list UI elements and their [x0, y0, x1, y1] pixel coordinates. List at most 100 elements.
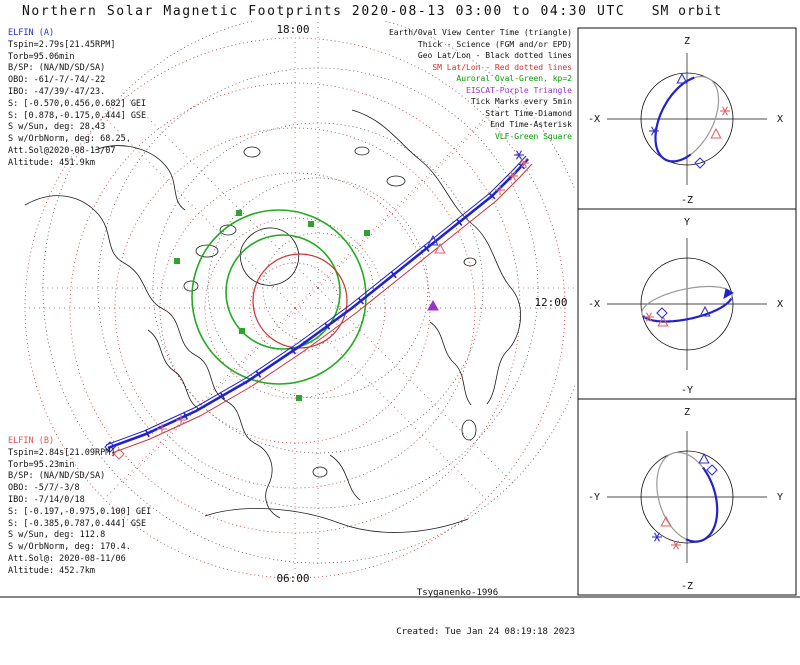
island [312, 466, 328, 478]
axis-label-bottom: -Z [681, 195, 693, 206]
elfin-a-line-10: Att.Sol@2020-08-13/07 [8, 145, 116, 156]
elfin-a-line-8: S w/Sun, deg: 28.43 [8, 122, 106, 133]
created-timestamp: Created: Tue Jan 24 08:19:18 2023 [396, 627, 575, 637]
triangle-marker [676, 72, 688, 84]
polar-map: 18:00 12:00 06:00 [24, 21, 575, 585]
island [386, 175, 406, 187]
triangle-marker [698, 452, 710, 464]
elfin-b-line-6: S: [-0.197,-0.975,0.100] GEI [8, 506, 152, 517]
vlf-station-square [308, 221, 314, 227]
asterisk-marker [646, 312, 652, 322]
elfin-b-info-block: ELFIN (B) Tspin=2.84s[21.09RPM] Torb=95.23… [8, 436, 151, 578]
sphere-outline [640, 72, 734, 166]
diamond-marker [706, 464, 718, 476]
legend-item-2: Geo Lat/Lon - Black dotted lines [417, 51, 572, 60]
coastline [147, 329, 200, 410]
coastline [94, 145, 186, 211]
triangle-marker [657, 315, 669, 327]
elfin-b-line-2: Torb=95.23min [8, 459, 75, 470]
asterisk-marker [673, 540, 679, 550]
sm-latitude-circle [24, 37, 566, 579]
axis-label-top: Z [684, 407, 690, 418]
axis-label-top: Z [684, 36, 690, 47]
sm-longitude-spoke [103, 307, 296, 500]
axis-label-right: X [777, 299, 783, 310]
diamond-marker [113, 448, 125, 460]
sm-orbit-panel-3: Z -Z -Y Y [577, 398, 797, 596]
elfin-b-line-4: OBO: -5/7/-3/8 [8, 483, 80, 494]
asterisk-marker [722, 106, 728, 116]
island [195, 244, 219, 258]
orbit-track [105, 155, 533, 454]
orbit-tick-mark [255, 370, 262, 378]
asterisk-marker [516, 150, 522, 160]
orbit-near-arc [685, 466, 719, 543]
auroral-oval-circle [225, 234, 341, 350]
sphere-outline [640, 450, 734, 544]
orbit-tick-mark [357, 297, 364, 305]
footer: Tsyganenko-1996 Created: Tue Jan 24 08:1… [340, 561, 575, 665]
axis-label-bottom: -Y [681, 385, 693, 396]
legend-item-4: Auroral Oval-Green, kp=2 [456, 74, 572, 83]
clock-label: 06:00 [276, 572, 309, 585]
orbit-tick-mark [183, 411, 188, 420]
orbit-tick-mark [324, 322, 331, 330]
diamond-marker [104, 441, 116, 453]
axis-label-right: Y [777, 492, 783, 503]
island [461, 419, 477, 441]
elfin-a-line-6: S: [-0.570,0.456,0.682] GEI [8, 98, 147, 109]
triangle-marker [699, 305, 711, 317]
orbit-tick-mark [518, 162, 525, 170]
elfin-b-line-5: IBO: -7/14/0/18 [8, 494, 85, 505]
elfin-b-line-9: S w/OrbNorm, deg: 170.4. [8, 542, 131, 553]
elfin-b-line-3: B/SP: (NA/ND/SD/SA) [8, 471, 106, 482]
elfin-a-line-3: B/SP: (NA/ND/SD/SA) [8, 63, 106, 74]
elfin-b-line-8: S w/Sun, deg: 112.8 [8, 530, 106, 541]
elfin-a-line-11: Altitude: 451.9km [8, 157, 95, 168]
sm-longitude-spoke [294, 116, 487, 309]
asterisk-marker [510, 171, 516, 181]
panel-border [577, 398, 797, 596]
legend-item-1: Thick - Science (FGM and/or EPD) [417, 39, 572, 49]
sm-orbit-panels: Z -Z -X X Y -Y -X X Z -Z -Y Y [577, 27, 797, 596]
clock-label: 18:00 [276, 23, 309, 36]
island [219, 224, 237, 236]
orbit-tick-mark [488, 192, 496, 200]
geo-meridian [119, 287, 319, 487]
geo-meridian [119, 89, 319, 289]
figure: 18:00 12:00 06:00 Z -Z -X X Y -Y -X X Z -Z -Y Y Northe… [0, 4, 800, 637]
sm-orbit-panel-1: Z -Z -X X [577, 27, 797, 210]
asterisk-marker [651, 126, 657, 136]
geo-meridian [317, 287, 517, 487]
orbit-tick-mark [456, 218, 463, 226]
geo-meridian [317, 89, 517, 289]
vlf-station-square [236, 210, 242, 216]
triangle-marker [427, 234, 439, 246]
elfin-a-line-7: S: [0.878,-0.175,0.444] GSE [8, 110, 147, 121]
axis-label-left: -X [588, 299, 600, 310]
vlf-station-square [364, 230, 370, 236]
legend-item-8: End Time-Asterisk [490, 120, 572, 129]
auroral-oval [191, 209, 367, 385]
orbit-tick-mark [290, 346, 297, 355]
elfin-b-line-11: Altitude: 452.7km [8, 565, 95, 576]
triangle-marker [660, 515, 672, 527]
coastlines [24, 109, 521, 533]
orbit-tick-mark [144, 429, 150, 438]
coastline [351, 109, 521, 405]
map-markers [104, 150, 529, 460]
island [243, 146, 261, 158]
axis-label-left: -Y [588, 492, 600, 503]
legend-item-0: Earth/Oval View Center Time (triangle) [388, 28, 572, 37]
elfin-b-line-0: ELFIN (B) [8, 436, 55, 446]
clock-label: 12:00 [534, 296, 567, 309]
axis-label-left: -X [588, 114, 600, 125]
coastline [429, 321, 472, 406]
triangle-marker [710, 127, 722, 139]
model-label: Tsyganenko-1996 [416, 588, 499, 598]
axis-label-top: Y [684, 217, 690, 228]
eiscat-triangle [427, 299, 439, 311]
sm-orbit-title: SM orbit [651, 4, 723, 19]
diamond-marker [694, 157, 706, 169]
asterisk-marker [521, 158, 527, 168]
